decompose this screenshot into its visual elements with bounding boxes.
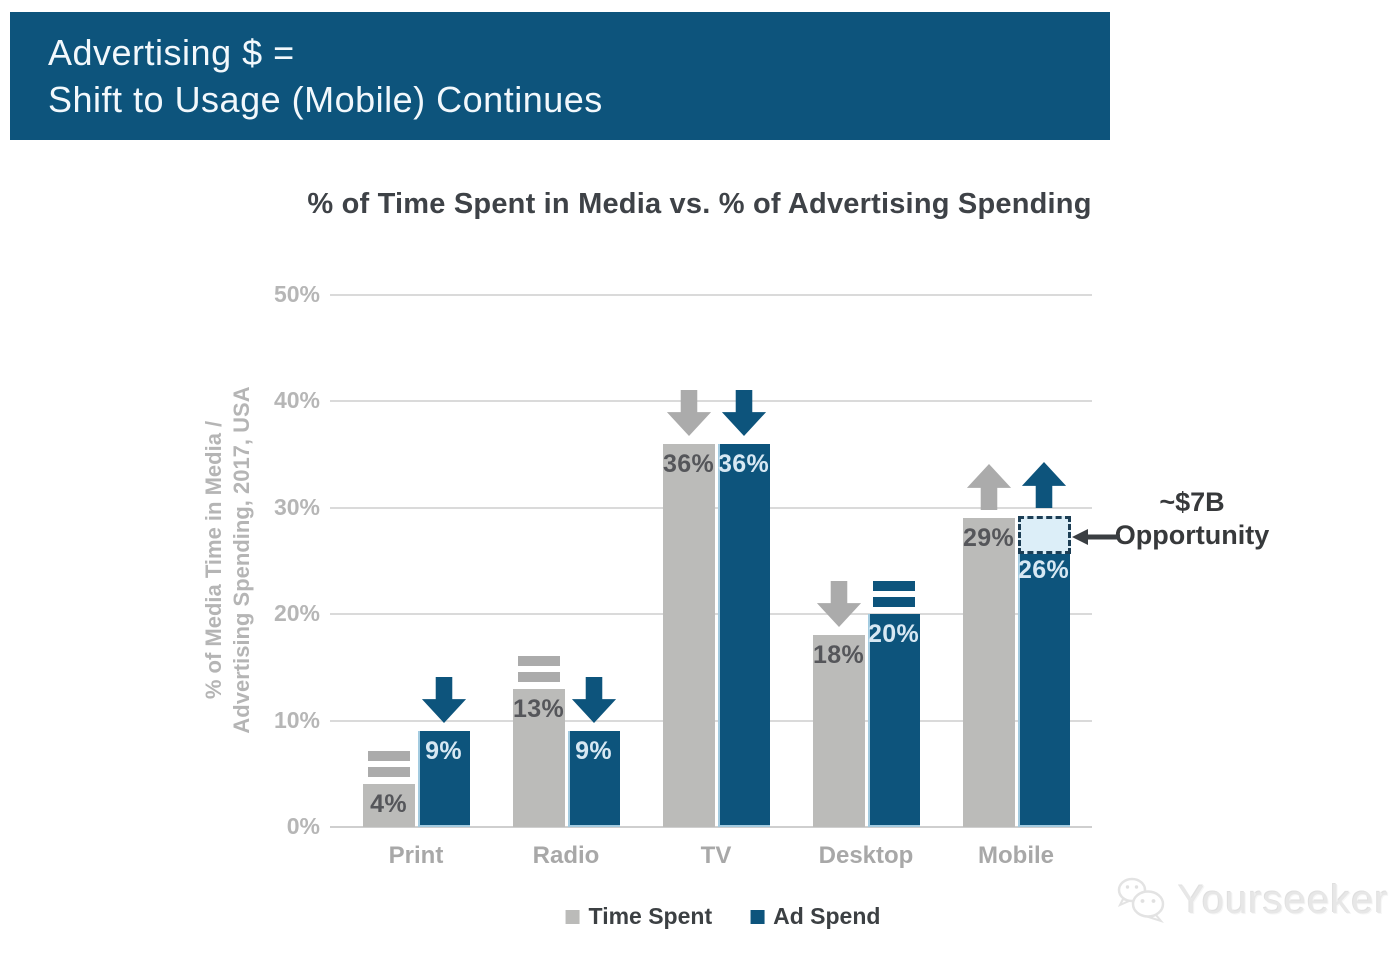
x-label-tv: TV [700, 842, 732, 869]
gridline-0% [330, 826, 1092, 828]
banner-line-2: Shift to Usage (Mobile) Continues [48, 79, 603, 120]
bar-value-label: 9% [425, 737, 462, 766]
x-label-radio: Radio [532, 842, 600, 869]
legend-swatch-ad-spend [750, 909, 765, 924]
bar-value-label: 4% [370, 790, 407, 819]
bar-value-label: 29% [963, 524, 1014, 553]
x-label-print: Print [388, 842, 444, 869]
y-tick-30%: 30% [273, 493, 320, 520]
y-tick-10%: 10% [273, 706, 320, 733]
bar-print-ad-spend: 9% [417, 731, 470, 827]
banner-line-1: Advertising $ = [48, 32, 295, 73]
bar-tv-time-spent: 36% [662, 443, 715, 827]
bar-value-label: 13% [513, 694, 564, 723]
bar-value-label: 20% [868, 620, 919, 649]
y-tick-20%: 20% [273, 600, 320, 627]
trend-up-icon [1019, 462, 1069, 509]
bar-value-label: 18% [813, 641, 864, 670]
gridline-50% [330, 294, 1092, 296]
y-axis-label-line-1: % of Media Time in Media / [201, 420, 226, 700]
gridline-40% [330, 400, 1092, 403]
trend-equal-icon [517, 653, 560, 683]
trend-down-icon [814, 581, 864, 628]
legend-item-time-spent: Time Spent [565, 903, 713, 930]
bar-value-label: 26% [1018, 556, 1069, 585]
header-banner: Advertising $ = Shift to Usage (Mobile) … [10, 12, 1110, 140]
trend-equal-icon [872, 578, 915, 608]
bar-tv-ad-spend: 36% [717, 443, 770, 827]
bar-radio-time-spent: 13% [512, 688, 565, 827]
watermark-text: Yourseeker [1178, 877, 1389, 922]
x-label-desktop: Desktop [818, 842, 914, 869]
bar-radio-ad-spend: 9% [567, 731, 620, 827]
trend-down-icon [719, 389, 769, 436]
bar-mobile-ad-spend: 26% [1017, 550, 1070, 827]
legend-swatch-time-spent [565, 909, 580, 924]
trend-equal-icon [367, 748, 410, 778]
opportunity-box [1018, 516, 1071, 555]
legend-item-ad-spend: Ad Spend [750, 903, 880, 930]
y-tick-40%: 40% [273, 387, 320, 414]
y-tick-0%: 0% [286, 813, 320, 839]
opportunity-annotation: ~$7B Opportunity [1107, 486, 1277, 552]
x-label-mobile: Mobile [978, 842, 1054, 869]
chart-legend: Time Spent Ad Spend [565, 903, 880, 930]
bar-mobile-time-spent: 29% [962, 518, 1015, 827]
trend-up-icon [964, 464, 1014, 511]
bar-desktop-time-spent: 18% [812, 635, 865, 827]
chart-title: % of Time Spent in Media vs. % of Advert… [307, 188, 1092, 220]
bar-value-label: 36% [663, 449, 714, 478]
watermark: Yourseeker [1112, 874, 1389, 926]
opportunity-annotation-value: ~$7B [1159, 487, 1225, 517]
y-axis-label: % of Media Time in Media / Advertising S… [200, 280, 256, 840]
legend-label-ad-spend: Ad Spend [773, 903, 881, 929]
legend-label-time-spent: Time Spent [588, 903, 713, 929]
y-axis-label-line-2: Advertising Spending, 2017, USA [229, 386, 254, 734]
opportunity-arrow-icon [1072, 527, 1120, 547]
trend-down-icon [419, 677, 469, 724]
trend-down-icon [664, 389, 714, 436]
bar-desktop-ad-spend: 20% [867, 614, 920, 827]
chat-bubbles-logo-icon [1117, 877, 1165, 923]
trend-down-icon [569, 677, 619, 724]
bar-value-label: 36% [718, 449, 769, 478]
opportunity-annotation-label: Opportunity [1114, 520, 1270, 550]
bar-print-time-spent: 4% [362, 784, 415, 827]
bar-value-label: 9% [575, 737, 612, 766]
y-tick-50%: 50% [273, 281, 320, 307]
